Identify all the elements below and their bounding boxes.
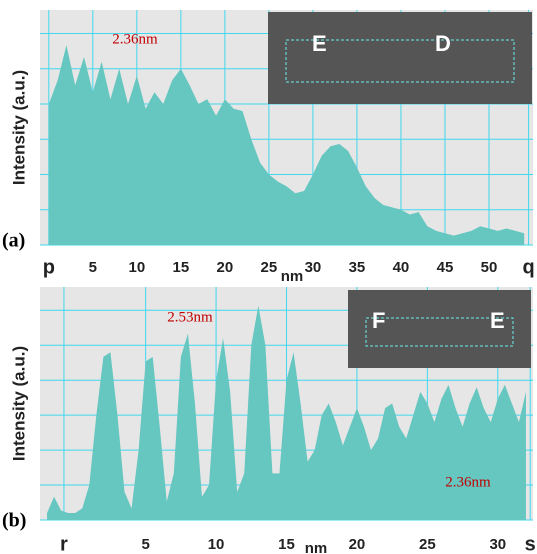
x-tick-label: 45 — [437, 259, 454, 276]
y-axis-label: Intensity (a.u.) — [9, 70, 28, 185]
annotation: 2.36nm — [445, 474, 491, 490]
x-tick-label: 20 — [349, 536, 366, 553]
panel-label: (b) — [2, 510, 26, 532]
x-tick-label: 15 — [173, 259, 190, 276]
x-tick-label: 10 — [208, 536, 225, 553]
x-tick-label: 25 — [419, 536, 436, 553]
annotation: 2.36nm — [112, 31, 158, 47]
x-tick-label: r — [60, 533, 68, 554]
x-tick-label: 35 — [349, 259, 366, 276]
x-tick-label: 10 — [128, 259, 145, 276]
inset-label: E — [490, 308, 505, 333]
inset-image — [268, 12, 532, 104]
x-tick-label: p — [43, 256, 55, 278]
annotation: 2.53nm — [167, 309, 213, 325]
inset-image — [348, 290, 531, 368]
inset-label: D — [435, 31, 451, 56]
panel-label: (a) — [2, 230, 25, 252]
x-tick-label: 30 — [305, 259, 322, 276]
x-axis-label: nm — [305, 540, 328, 554]
x-tick-label: 20 — [217, 259, 234, 276]
intensity-area — [48, 45, 525, 245]
x-tick-label: s — [525, 533, 536, 554]
x-tick-label: 15 — [278, 536, 295, 553]
x-tick-label: 30 — [489, 536, 506, 553]
intensity-area — [47, 305, 526, 520]
x-tick-label: 5 — [89, 259, 97, 276]
inset-label: F — [372, 308, 385, 333]
x-tick-label: 25 — [261, 259, 278, 276]
x-tick-label: 50 — [481, 259, 498, 276]
x-tick-label: q — [522, 256, 534, 278]
inset-label: E — [312, 31, 327, 56]
x-axis-label: nm — [281, 268, 304, 285]
inset-roi — [365, 317, 514, 347]
y-axis-label: Intensity (a.u.) — [9, 346, 28, 461]
x-tick-label: 40 — [393, 259, 410, 276]
x-tick-label: 5 — [141, 536, 149, 553]
